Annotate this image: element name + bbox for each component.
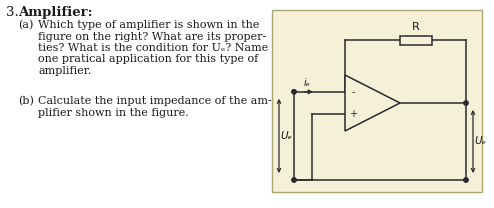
Polygon shape <box>345 75 400 131</box>
Text: amplifier.: amplifier. <box>38 66 91 76</box>
Text: plifier shown in the figure.: plifier shown in the figure. <box>38 108 189 118</box>
Text: Amplifier:: Amplifier: <box>18 6 93 19</box>
Circle shape <box>292 90 296 94</box>
Text: iₑ: iₑ <box>304 78 311 88</box>
Text: ties? What is the condition for Uₑ? Name: ties? What is the condition for Uₑ? Name <box>38 43 268 53</box>
Circle shape <box>292 178 296 182</box>
Text: 3.: 3. <box>6 6 19 19</box>
Text: (a): (a) <box>18 20 34 30</box>
Text: Calculate the input impedance of the am-: Calculate the input impedance of the am- <box>38 96 272 106</box>
Text: +: + <box>349 109 357 119</box>
Text: R: R <box>412 22 419 32</box>
Text: one pratical application for this type of: one pratical application for this type o… <box>38 54 258 64</box>
Text: -: - <box>351 87 355 97</box>
Text: Uₑ: Uₑ <box>474 136 486 146</box>
Text: Which type of amplifier is shown in the: Which type of amplifier is shown in the <box>38 20 259 30</box>
Bar <box>272 10 482 192</box>
Circle shape <box>464 101 468 105</box>
Text: Uₑ: Uₑ <box>280 131 292 141</box>
Text: (b): (b) <box>18 96 34 106</box>
Text: figure on the right? What are its proper-: figure on the right? What are its proper… <box>38 31 266 42</box>
Bar <box>400 36 431 45</box>
Circle shape <box>464 178 468 182</box>
